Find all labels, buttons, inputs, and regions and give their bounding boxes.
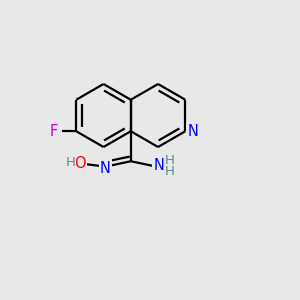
Text: H: H [65, 156, 75, 169]
Text: H: H [165, 165, 175, 178]
Text: O: O [74, 156, 85, 171]
Text: H: H [165, 154, 175, 167]
Text: N: N [187, 124, 198, 139]
Text: N: N [154, 158, 164, 173]
Text: N: N [100, 161, 111, 176]
Text: F: F [50, 124, 58, 139]
